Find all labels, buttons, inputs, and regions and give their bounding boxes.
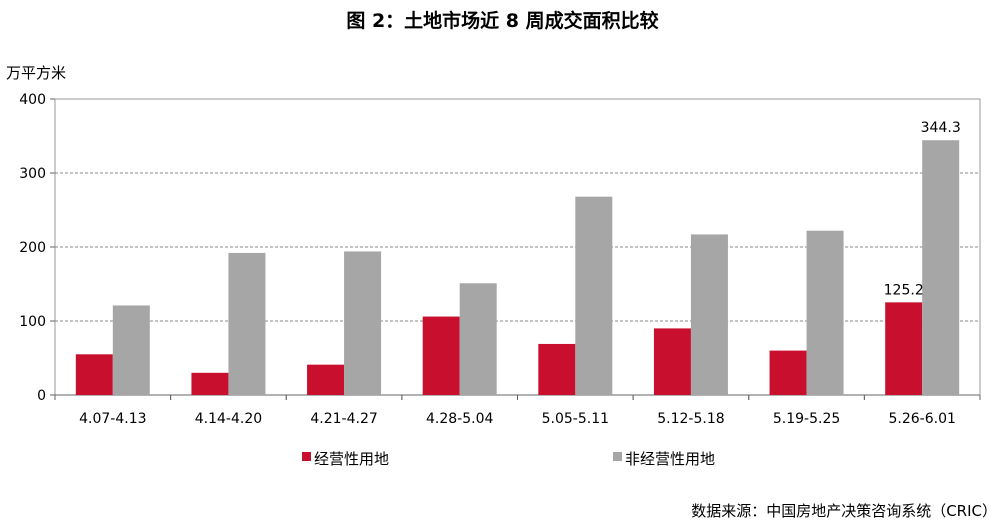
bar-non-commercial (922, 140, 960, 395)
y-tick-label: 0 (37, 388, 46, 404)
y-tick-label: 200 (19, 240, 46, 256)
x-tick-label: 5.12-5.18 (657, 411, 724, 427)
x-tick-label: 5.19-5.25 (773, 411, 840, 427)
x-tick-label: 4.14-4.20 (195, 411, 262, 427)
y-tick-label: 300 (19, 166, 46, 182)
bar-commercial (422, 316, 460, 395)
bar-commercial (538, 343, 576, 395)
bar-commercial (885, 302, 923, 395)
x-tick-label: 4.28-5.04 (426, 411, 493, 427)
bar-commercial (769, 350, 807, 395)
y-tick-label: 400 (19, 92, 46, 108)
bar-commercial (75, 354, 113, 395)
bar-non-commercial (228, 252, 266, 395)
data-label: 125.2 (884, 282, 924, 298)
bar-commercial (191, 372, 229, 395)
x-tick-label: 5.05-5.11 (542, 411, 609, 427)
bar-non-commercial (112, 305, 150, 395)
legend-label: 非经营性用地 (625, 450, 715, 468)
data-label: 344.3 (921, 120, 961, 136)
bar-commercial (307, 364, 345, 395)
bar-commercial (653, 328, 691, 395)
bar-non-commercial (344, 251, 382, 395)
bar-non-commercial (806, 230, 844, 395)
bar-non-commercial (459, 283, 497, 395)
source-note: 数据来源：中国房地产决策咨询系统（CRIC） (691, 502, 997, 520)
bar-non-commercial (575, 196, 613, 395)
chart-title: 图 2：土地市场近 8 周成交面积比较 (346, 10, 659, 32)
y-axis-unit-label: 万平方米 (6, 64, 67, 82)
x-tick-label: 4.21-4.27 (310, 411, 377, 427)
x-tick-label: 5.26-6.01 (888, 411, 955, 427)
legend-label: 经营性用地 (314, 450, 389, 468)
bar-non-commercial (690, 234, 728, 395)
legend-swatch (302, 452, 311, 461)
x-tick-label: 4.07-4.13 (79, 411, 146, 427)
legend-swatch (613, 452, 622, 461)
y-tick-label: 100 (19, 314, 46, 330)
